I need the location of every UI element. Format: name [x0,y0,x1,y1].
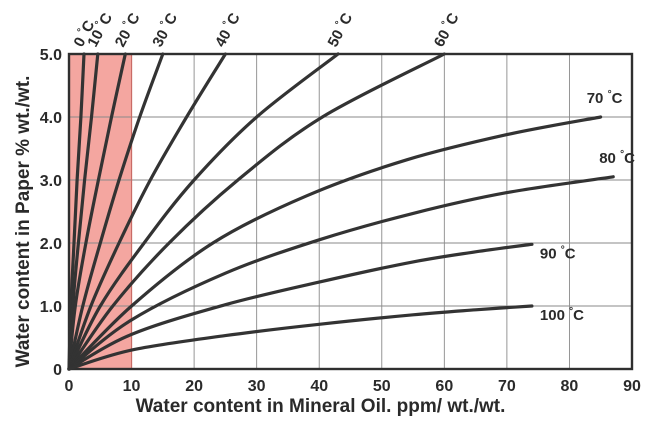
y-tick-label: 3.0 [40,173,62,190]
x-tick-label: 80 [561,378,579,395]
x-tick-label: 20 [185,378,203,395]
series-label-80c: 80 °C [599,149,635,167]
series-line-90c [67,242,534,371]
series-line-50c [67,52,340,371]
x-tick-label: 10 [123,378,141,395]
y-axis-title: Water content in Paper % wt./wt. [13,76,34,368]
x-tick-label: 0 [65,378,74,395]
x-tick-label: 70 [498,378,516,395]
x-tick-label: 60 [435,378,453,395]
series-line-100c [67,304,534,371]
series-line-30c [67,52,165,371]
x-axis-title: Water content in Mineral Oil. ppm/ wt./w… [136,396,506,417]
series-line-20c [67,52,127,371]
series-line-70c [67,115,603,371]
plot-frame [67,52,634,371]
series-line-80c [67,175,615,371]
series-label-100c: 100 °C [540,306,584,324]
y-tick-label: 5.0 [40,47,62,64]
series-line-10c [67,52,100,371]
x-tick-label: 90 [623,378,641,395]
series-line-40c [67,52,227,371]
x-tick-label: 50 [373,378,391,395]
series-label-90c: 90 °C [540,244,576,262]
series-line-0c [67,52,86,371]
x-tick-label: 40 [310,378,328,395]
y-tick-label: 2.0 [40,236,62,253]
y-tick-label: 4.0 [40,110,62,127]
x-tick-label: 30 [248,378,266,395]
y-tick-label: 1.0 [40,299,62,316]
y-tick-label: 0 [53,362,62,379]
series-line-60c [67,52,446,371]
series-label-70c: 70 °C [587,89,623,107]
